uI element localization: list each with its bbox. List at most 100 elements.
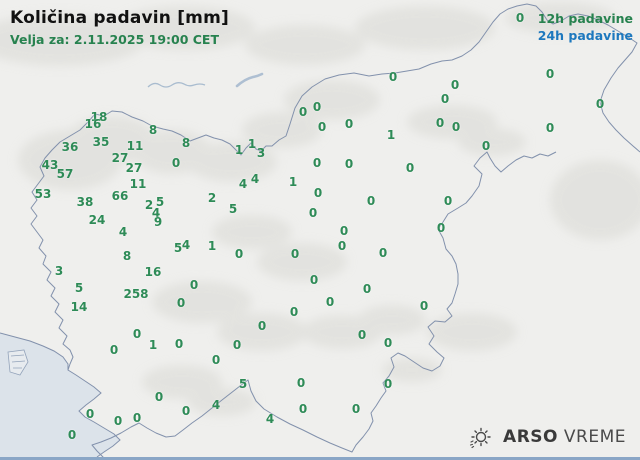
station-value: 0 [154,390,164,404]
station-value: 0 [289,305,299,319]
station-value: 258 [123,287,149,301]
station-value: 8 [181,136,191,150]
country-borders [30,3,640,460]
station-value: 2 [207,191,217,205]
station-value: 1 [148,338,158,352]
station-value: 1 [234,143,244,157]
station-value: 0 [450,78,460,92]
station-value: 5 [74,281,84,295]
station-value: 0 [545,67,555,81]
station-value: 4 [151,206,161,220]
station-value: 57 [56,167,74,181]
station-value: 3 [54,264,64,278]
station-value: 16 [144,265,162,279]
station-value: 27 [111,151,129,165]
station-value: 0 [174,337,184,351]
link-24h-padavine[interactable]: 24h padavine [537,28,633,43]
station-value: 0 [317,120,327,134]
station-value: 24 [88,213,106,227]
station-value: 1 [247,137,257,151]
station-value: 0 [312,156,322,170]
station-value: 4 [238,177,248,191]
station-value: 4 [265,412,275,426]
bottom-border-line [0,457,640,460]
station-value: 9 [153,215,163,229]
station-value: 36 [61,140,79,154]
link-12h-padavine[interactable]: 12h padavine [537,11,633,26]
station-value: 0 [109,343,119,357]
arso-vreme-branding: ARSO VREME [467,424,626,450]
station-value: 11 [129,177,147,191]
station-value: 0 [388,70,398,84]
station-value: 0 [481,139,491,153]
station-value: 0 [435,116,445,130]
trieste-hatch [7,349,29,376]
station-value: 8 [122,249,132,263]
station-value: 0 [344,157,354,171]
station-value: 0 [515,11,525,25]
station-value: 3 [256,146,266,160]
station-value: 43 [41,158,59,172]
station-value: 0 [308,206,318,220]
duration-switch: 12h padavine 24h padavine [538,10,633,44]
station-value: 0 [211,353,221,367]
station-value: 1 [288,175,298,189]
station-value: 0 [176,296,186,310]
river-north [147,82,206,88]
station-value: 0 [366,194,376,208]
station-value: 5 [238,377,248,391]
station-value: 0 [298,105,308,119]
brand-text: ARSO VREME [503,427,626,447]
station-value: 0 [419,299,429,313]
station-value: 1 [207,239,217,253]
station-value: 1 [386,128,396,142]
station-value: 0 [545,121,555,135]
station-value: 0 [362,282,372,296]
station-value: 4 [181,238,191,252]
valid-time-label: Velja za: 2.11.2025 19:00 CET [10,32,219,47]
station-value: 0 [443,194,453,208]
station-value: 2 [144,198,154,212]
station-value: 0 [312,100,322,114]
station-value: 38 [76,195,94,209]
station-value: 0 [232,338,242,352]
station-value: 0 [67,428,77,442]
brand-arso: ARSO [503,427,558,447]
station-value: 16 [84,117,102,131]
station-value: 5 [155,195,165,209]
station-value: 0 [113,414,123,428]
station-value: 0 [325,295,335,309]
map-header: Količina padavin [mm] Velja za: 2.11.202… [10,8,229,47]
rivers [147,72,264,88]
brand-vreme: VREME [563,427,626,447]
station-value: 27 [125,161,143,175]
station-value: 4 [250,172,260,186]
station-value: 11 [126,139,144,153]
station-value: 0 [436,221,446,235]
station-value: 0 [296,376,306,390]
station-value: 0 [132,411,142,425]
station-value: 0 [344,117,354,131]
sea-adriatic [0,333,120,460]
station-value: 0 [298,402,308,416]
station-value: 0 [85,407,95,421]
station-value: 0 [290,247,300,261]
station-value: 4 [118,225,128,239]
station-value: 0 [595,97,605,111]
station-value: 0 [383,377,393,391]
station-value: 0 [181,404,191,418]
lake-north [235,72,264,88]
station-value: 18 [90,110,108,124]
station-value: 0 [337,239,347,253]
station-value: 35 [92,135,110,149]
station-value: 14 [70,300,88,314]
station-value: 8 [148,123,158,137]
station-value: 0 [234,247,244,261]
station-value: 0 [357,328,367,342]
station-value: 0 [257,319,267,333]
station-value: 0 [189,278,199,292]
sun-rays-icon [469,427,491,449]
